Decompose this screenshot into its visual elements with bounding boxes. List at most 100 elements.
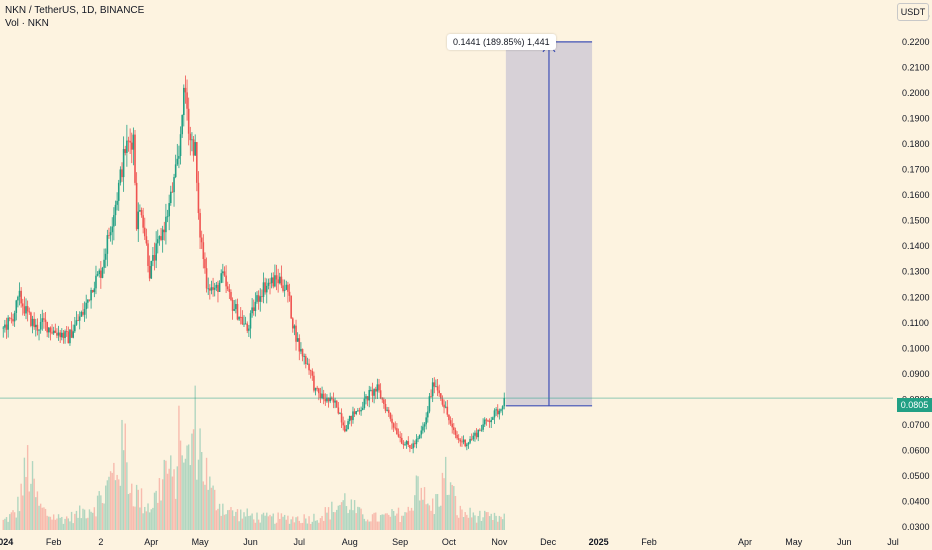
volume-bar [407, 506, 409, 530]
candle [209, 284, 211, 300]
candle [348, 415, 351, 425]
volume-bar [196, 479, 198, 530]
volume-bar [39, 503, 42, 530]
volume-bar [331, 501, 333, 530]
candle [391, 414, 393, 430]
volume-bar [342, 500, 344, 530]
volume-bar [340, 502, 343, 530]
volume-bar [189, 465, 192, 530]
volume-bar [160, 500, 162, 530]
candle [409, 444, 411, 453]
candle [130, 132, 133, 164]
volume-bar [292, 516, 294, 530]
candle [501, 405, 504, 416]
time-axis[interactable]: 2024 Feb 2 Apr May Jun Jul Aug Sep Oct Nov Dec 2025 F… [0, 537, 899, 547]
candle [282, 279, 284, 293]
volume-bar [376, 521, 379, 530]
candle [435, 379, 437, 388]
candle [111, 217, 114, 245]
candle [204, 252, 206, 274]
volume-bar [272, 513, 274, 530]
candle [262, 272, 265, 304]
candle [433, 377, 436, 394]
volume-legend[interactable]: Vol · NKN [5, 18, 49, 29]
candle [74, 316, 76, 334]
candle [226, 281, 229, 292]
candle [124, 145, 127, 156]
candle [324, 393, 327, 406]
volume-bar [446, 494, 449, 530]
candle [31, 315, 34, 334]
volume-bar [75, 510, 78, 530]
volume-bar [399, 522, 401, 530]
volume-bar [306, 523, 309, 530]
candle [228, 284, 231, 299]
volume-bar [217, 508, 219, 530]
candle [189, 126, 192, 156]
y-tick-label: 0.2000 [902, 88, 930, 98]
volume-bar [200, 452, 203, 530]
x-tick-label: Jun [243, 537, 258, 547]
candle [374, 386, 377, 400]
candle [91, 289, 94, 293]
candle [296, 332, 299, 342]
volume-bar [191, 433, 193, 530]
candle [417, 436, 419, 443]
candle [132, 127, 135, 166]
candle [462, 435, 465, 445]
candle [469, 436, 471, 445]
volume-bar [165, 460, 167, 530]
x-tick-label: 2 [98, 537, 103, 547]
y-tick-label: 0.1800 [902, 139, 930, 149]
x-tick-label: Aug [342, 537, 358, 547]
volume-bar [155, 490, 157, 530]
candle [415, 434, 418, 449]
candle [306, 357, 309, 365]
volume-bar [371, 514, 374, 530]
candle [59, 330, 61, 343]
candle [69, 328, 71, 346]
volume-bar [215, 510, 218, 530]
volume-bar [227, 510, 229, 530]
price-axis[interactable]: 0.03000.04000.05000.06000.07000.08000.09… [902, 11, 930, 532]
symbol-title[interactable]: NKN / TetherUS, 1D, BINANCE [5, 5, 145, 16]
candle [121, 162, 123, 182]
candle [254, 292, 257, 317]
candle [49, 326, 52, 341]
volume-bar [79, 505, 81, 530]
candle [360, 406, 362, 416]
candle [428, 393, 431, 414]
volume-bar [498, 515, 501, 530]
candle [259, 288, 262, 312]
volume-bar [462, 517, 465, 530]
volume-bar [28, 491, 30, 530]
candle [104, 248, 107, 268]
volume-bar [202, 481, 205, 530]
volume-bar [74, 513, 76, 530]
volume-bar [148, 512, 151, 530]
volume-bar [114, 480, 117, 530]
volume-bar [20, 483, 22, 530]
currency-button[interactable]: USDT [897, 3, 929, 21]
candle [449, 416, 452, 426]
volume-bar [270, 516, 273, 530]
volume-bar [459, 505, 462, 530]
candle [248, 324, 250, 337]
candle [168, 194, 170, 231]
price-range-measure[interactable] [505, 41, 593, 407]
volume-bar [363, 518, 366, 530]
candle [496, 404, 499, 418]
volume-bar [267, 516, 270, 530]
measure-label: 0.1441 (189.85%) 1,441 [447, 34, 556, 50]
candle [129, 128, 131, 154]
candle [405, 440, 408, 449]
candle [238, 316, 240, 322]
volume-bar [13, 512, 16, 530]
volume-bar [51, 519, 53, 530]
candle [448, 414, 450, 425]
y-tick-label: 0.2100 [902, 62, 930, 72]
volume-bar [492, 519, 494, 530]
candle [353, 408, 356, 417]
y-tick-label: 0.1100 [902, 318, 929, 328]
